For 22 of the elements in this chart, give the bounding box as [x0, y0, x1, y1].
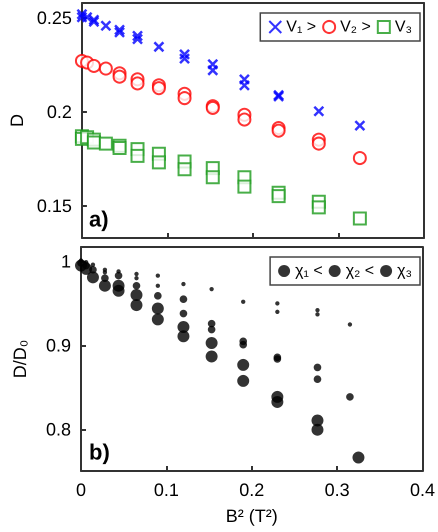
- text: χ₂ <: [346, 262, 374, 280]
- text: χ₁ <: [295, 262, 323, 280]
- text: V₁ >: [286, 18, 316, 36]
- y-axis-title: D/D₀: [10, 340, 30, 378]
- x-tick-label: 0.2: [239, 480, 264, 500]
- x-tick-label: 0.1: [154, 480, 179, 500]
- y-tick-label: 0.9: [46, 336, 71, 356]
- annotation: b): [89, 440, 110, 464]
- annotation: a): [89, 206, 109, 232]
- x-axis-title: B² (T²): [226, 506, 278, 526]
- y-tick-label: 1: [60, 251, 71, 272]
- x-tick-label: 0.3: [324, 480, 350, 500]
- y-tick-label: 0.8: [46, 420, 71, 440]
- y-axis-title: D: [7, 114, 27, 127]
- y-tick-label: 0.2: [46, 102, 72, 122]
- x-tick-label: 0: [76, 480, 86, 500]
- y-tick-label: 0.25: [36, 8, 72, 28]
- legend-label: V₃: [394, 18, 412, 36]
- x-tick-label: 0.4: [410, 480, 436, 500]
- text: V₂ >: [340, 18, 371, 36]
- legend-label: χ₃: [397, 262, 412, 280]
- y-tick-label: 0.15: [36, 196, 72, 216]
